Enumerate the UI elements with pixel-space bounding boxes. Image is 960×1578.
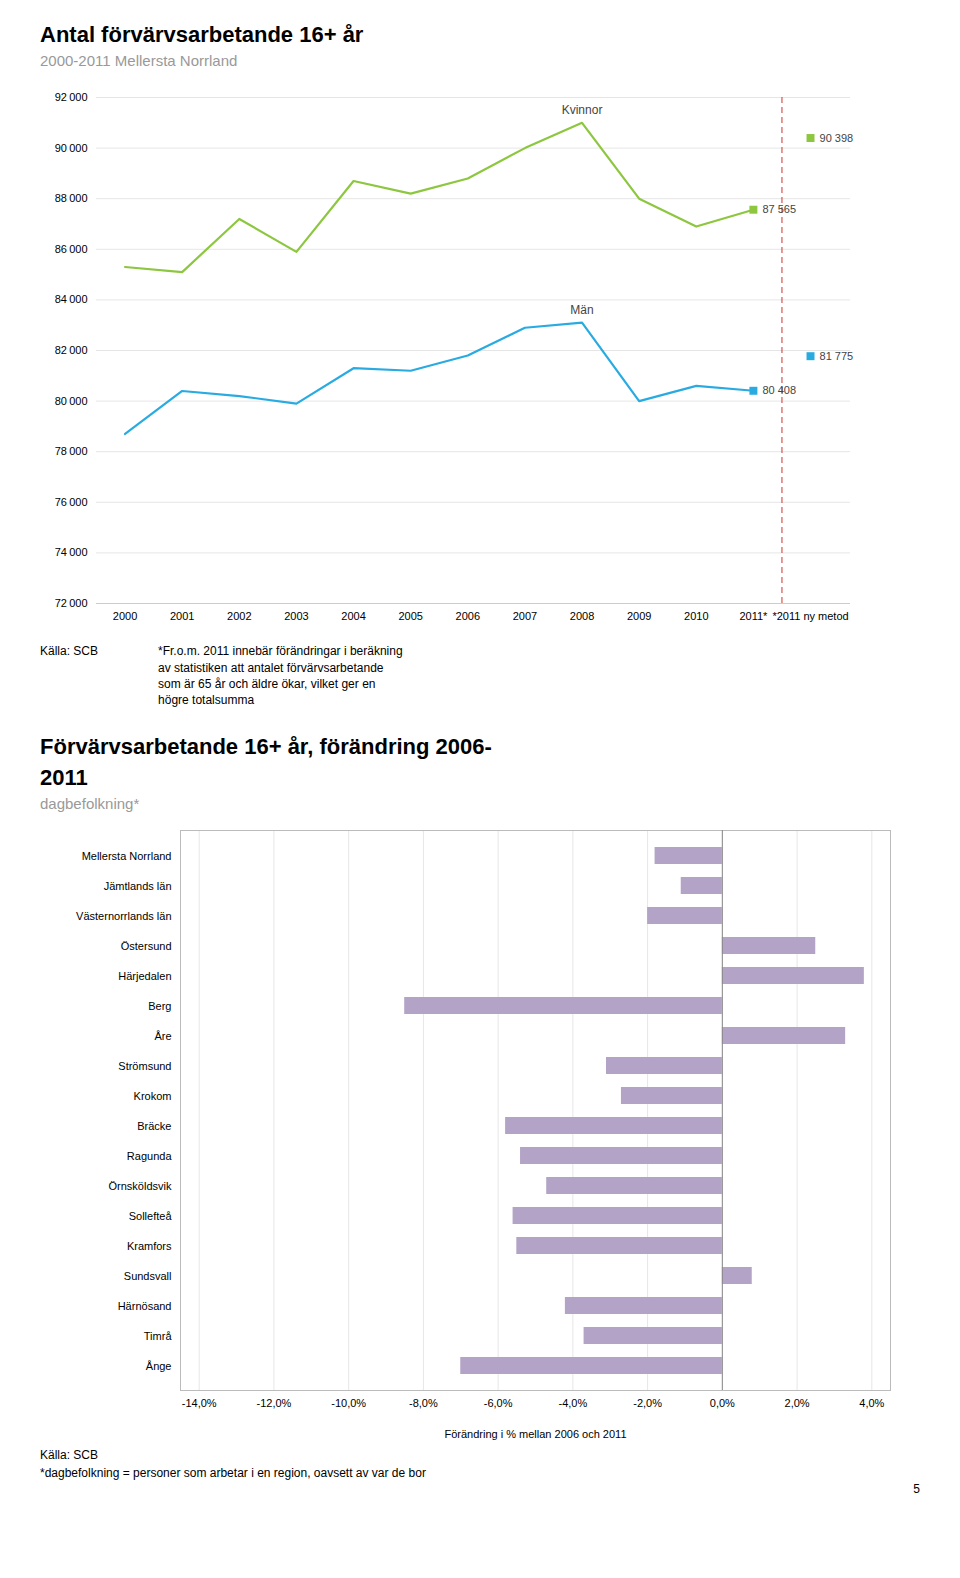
svg-text:Sollefteå: Sollefteå: [129, 1209, 173, 1221]
svg-text:2011*: 2011*: [739, 611, 768, 623]
html-text:2011: 2011: [40, 764, 88, 790]
svg-text:-4,0%: -4,0%: [558, 1397, 587, 1409]
svg-text:2008: 2008: [570, 611, 594, 623]
svg-text:90 000: 90 000: [55, 142, 88, 154]
svg-text:2003: 2003: [284, 611, 308, 623]
html-text:högre totalsumma: högre totalsumma: [158, 693, 255, 707]
svg-text:Östersund: Östersund: [121, 939, 172, 951]
svg-text:92 000: 92 000: [55, 91, 88, 103]
svg-text:86 000: 86 000: [55, 243, 88, 255]
svg-text:-10,0%: -10,0%: [331, 1397, 366, 1409]
svg-text:4,0%: 4,0%: [859, 1397, 884, 1409]
html-text:2000-2011 Mellersta Norrland: 2000-2011 Mellersta Norrland: [40, 52, 238, 70]
svg-text:80 408: 80 408: [762, 385, 796, 397]
svg-text:2007: 2007: [513, 611, 537, 623]
svg-text:*2011 ny metod: *2011 ny metod: [772, 611, 848, 623]
svg-text:2000: 2000: [113, 611, 137, 623]
svg-text:88 000: 88 000: [55, 193, 88, 205]
svg-text:-6,0%: -6,0%: [484, 1397, 513, 1409]
svg-text:Härjedalen: Härjedalen: [118, 969, 171, 981]
svg-text:2005: 2005: [398, 611, 422, 623]
svg-text:Krokom: Krokom: [134, 1089, 172, 1101]
svg-text:Härnösand: Härnösand: [118, 1299, 172, 1311]
svg-text:80 000: 80 000: [55, 395, 88, 407]
svg-text:Berg: Berg: [148, 999, 171, 1011]
svg-text:2006: 2006: [456, 611, 480, 623]
svg-text:-14,0%: -14,0%: [182, 1397, 217, 1409]
svg-text:81 775: 81 775: [820, 350, 854, 362]
svg-text:90 398: 90 398: [820, 132, 854, 144]
svg-text:Jämtlands län: Jämtlands län: [104, 879, 172, 891]
html-text:*Fr.o.m. 2011 innebär förändri: *Fr.o.m. 2011 innebär förändringar i ber…: [158, 644, 403, 659]
html-text:som är 65 år och äldre ökar, v: som är 65 år och äldre ökar, vilket ger …: [158, 676, 376, 691]
svg-text:2009: 2009: [627, 611, 651, 623]
html-text:Källa: SCB: Källa: SCB: [40, 1447, 98, 1462]
svg-text:Sundsvall: Sundsvall: [124, 1269, 172, 1281]
svg-text:0,0%: 0,0%: [710, 1397, 735, 1409]
svg-text:Ragunda: Ragunda: [127, 1149, 173, 1161]
html-text:*dagbefolkning = personer som: *dagbefolkning = personer som arbetar i …: [40, 1465, 426, 1480]
svg-text:Kvinnor: Kvinnor: [562, 103, 603, 117]
svg-text:78 000: 78 000: [55, 446, 88, 458]
svg-text:-2,0%: -2,0%: [633, 1397, 662, 1409]
html-text:Källa: SCB: Källa: SCB: [40, 644, 98, 659]
svg-text:-8,0%: -8,0%: [409, 1397, 438, 1409]
svg-text:Kramfors: Kramfors: [127, 1239, 172, 1251]
html-text:5: 5: [913, 1481, 920, 1496]
html-text:dagbefolkning*: dagbefolkning*: [40, 794, 140, 812]
svg-text:Åre: Åre: [154, 1029, 171, 1041]
svg-text:84 000: 84 000: [55, 294, 88, 306]
svg-text:Strömsund: Strömsund: [118, 1059, 171, 1071]
svg-text:82 000: 82 000: [55, 344, 88, 356]
svg-text:Örnsköldsvik: Örnsköldsvik: [109, 1179, 172, 1191]
svg-text:Förändring i % mellan 2006 och: Förändring i % mellan 2006 och 2011: [444, 1427, 626, 1439]
html-text:Antal förvärvsarbetande 16+ år: Antal förvärvsarbetande 16+ år: [40, 22, 364, 47]
svg-text:Mellersta Norrland: Mellersta Norrland: [82, 849, 172, 861]
svg-text:-12,0%: -12,0%: [256, 1397, 291, 1409]
html-text:Förvärvsarbetande 16+ år, förä: Förvärvsarbetande 16+ år, förändring 200…: [40, 734, 492, 760]
svg-text:Västernorrlands län: Västernorrlands län: [76, 909, 171, 921]
svg-text:76 000: 76 000: [55, 496, 88, 508]
svg-text:Bräcke: Bräcke: [137, 1119, 171, 1131]
svg-text:Timrå: Timrå: [144, 1329, 173, 1341]
html-text:av statistiken att antalet för: av statistiken att antalet förvärvsarbet…: [158, 660, 384, 675]
svg-text:87 565: 87 565: [762, 204, 796, 216]
svg-text:2004: 2004: [341, 611, 365, 623]
svg-text:Ånge: Ånge: [146, 1359, 172, 1371]
svg-text:74 000: 74 000: [55, 547, 88, 559]
svg-text:2001: 2001: [170, 611, 194, 623]
svg-text:2002: 2002: [227, 611, 251, 623]
svg-text:72 000: 72 000: [55, 597, 88, 609]
svg-text:2,0%: 2,0%: [785, 1397, 810, 1409]
svg-text:2010: 2010: [684, 611, 708, 623]
svg-text:Män: Män: [570, 303, 593, 317]
